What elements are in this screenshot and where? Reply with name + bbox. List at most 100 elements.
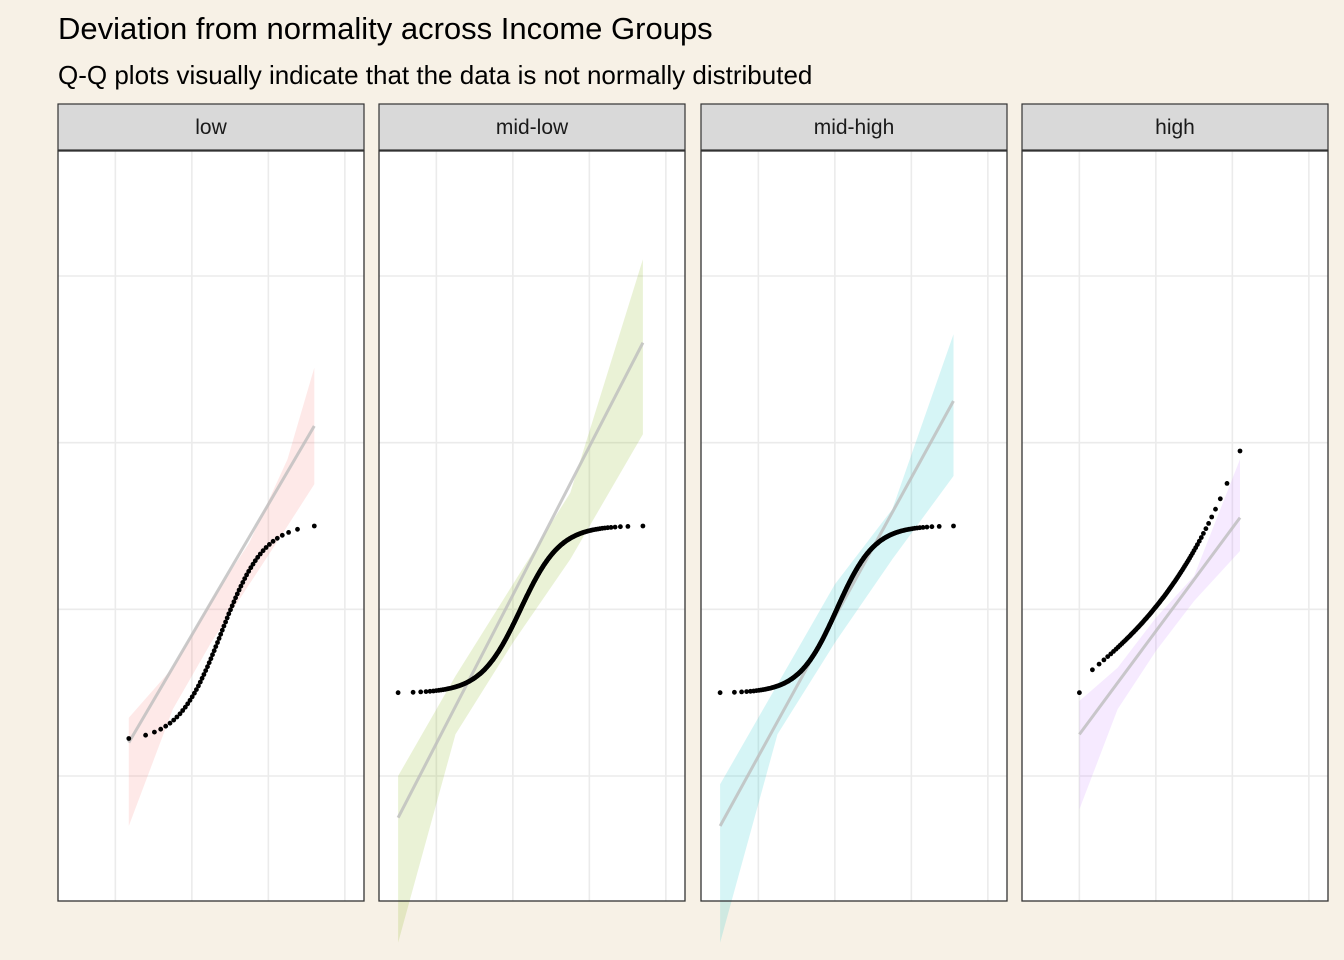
qq-point [739, 689, 744, 695]
qq-point [187, 697, 193, 703]
qq-point [1196, 538, 1202, 544]
panel-background [58, 151, 364, 901]
facet-strip [57, 103, 365, 151]
facet-strip-label: low [195, 116, 227, 139]
qq-point [158, 726, 164, 732]
qq-point [182, 704, 188, 710]
qq-reference-line [1078, 516, 1242, 736]
qq-point [215, 640, 220, 645]
qq-point [219, 627, 225, 633]
qq-point [1224, 481, 1230, 486]
qq-point [1201, 531, 1206, 536]
qq-point [1206, 521, 1211, 526]
qq-point [612, 524, 618, 530]
panel-border [1021, 150, 1329, 902]
qq-point [143, 732, 149, 738]
panel-background [1022, 151, 1328, 901]
confidence-band [128, 367, 315, 826]
qq-point [167, 720, 173, 726]
facet-strip [378, 103, 686, 151]
qq-point [1203, 526, 1209, 532]
qq-point [192, 690, 197, 696]
confidence-band [720, 334, 954, 943]
qq-point [211, 648, 217, 654]
qq-point [311, 523, 317, 529]
facet-strip [1021, 103, 1329, 151]
qq-point [257, 551, 263, 557]
qq-point [163, 723, 169, 729]
qq-point [951, 523, 956, 529]
qq-point [255, 554, 261, 560]
qq-point [618, 524, 623, 530]
qq-point [234, 591, 240, 597]
qq-point [924, 524, 930, 530]
qq-point [1090, 667, 1095, 673]
qq-point [177, 711, 183, 717]
qq-reference-line [127, 425, 316, 744]
qq-point [395, 690, 401, 696]
qq-point [423, 689, 429, 694]
qq-point [213, 644, 219, 649]
qq-point [929, 524, 935, 530]
qq-point [410, 689, 416, 695]
qq-point [640, 523, 646, 529]
panel-grid [58, 151, 364, 901]
qq-point [189, 694, 195, 700]
qq-point [174, 714, 180, 720]
qq-point [260, 548, 266, 554]
qq-point [206, 660, 212, 666]
qq-point [221, 623, 227, 629]
qq-point [248, 565, 254, 571]
facet-strip [700, 103, 1008, 151]
qq-points [395, 523, 646, 696]
qq-point [236, 587, 242, 593]
qq-point [231, 599, 237, 605]
qq-points [126, 523, 317, 741]
qq-point [152, 729, 157, 735]
qq-point [180, 708, 186, 713]
qq-point [1209, 514, 1215, 520]
qq-point [1217, 496, 1223, 502]
qq-point [744, 689, 749, 694]
qq-point [1096, 661, 1102, 667]
qq-point [295, 526, 300, 532]
facet-panel-mid-low: mid-low [378, 103, 686, 943]
facet-strip-label: high [1155, 116, 1195, 139]
qq-points [717, 523, 956, 696]
qq-point [240, 580, 246, 585]
qq-point [1237, 448, 1243, 454]
qq-point [625, 524, 631, 529]
qq-point [208, 656, 214, 662]
qq-point [210, 652, 215, 658]
panel-grid [701, 151, 1007, 901]
facet-strip-label: mid-high [814, 116, 895, 139]
facet-panel-mid-high: mid-high [700, 103, 1008, 943]
qq-point [244, 572, 250, 578]
confidence-band [398, 259, 643, 943]
qq-point [263, 545, 269, 550]
qq-point [228, 607, 233, 613]
qq-point [233, 595, 239, 601]
qq-point [194, 687, 199, 692]
qq-point [242, 576, 248, 581]
qq-point [270, 538, 276, 544]
qq-point [1105, 654, 1111, 659]
qq-point [717, 690, 723, 696]
qq-point [196, 683, 201, 689]
chart-title: Deviation from normality across Income G… [58, 11, 713, 46]
panel-grid [1022, 151, 1328, 901]
qq-point [286, 530, 291, 535]
qq-point [216, 636, 222, 641]
qq-point [279, 532, 285, 538]
qq-point [218, 631, 224, 637]
qq-points [1077, 448, 1243, 696]
qq-point [199, 675, 205, 681]
qq-point [205, 664, 210, 670]
qq-point [1101, 657, 1107, 663]
qq-point [238, 583, 244, 589]
qq-point [246, 568, 252, 574]
qq-point [226, 611, 232, 617]
qq-point [252, 558, 258, 564]
qq-point [732, 689, 737, 695]
